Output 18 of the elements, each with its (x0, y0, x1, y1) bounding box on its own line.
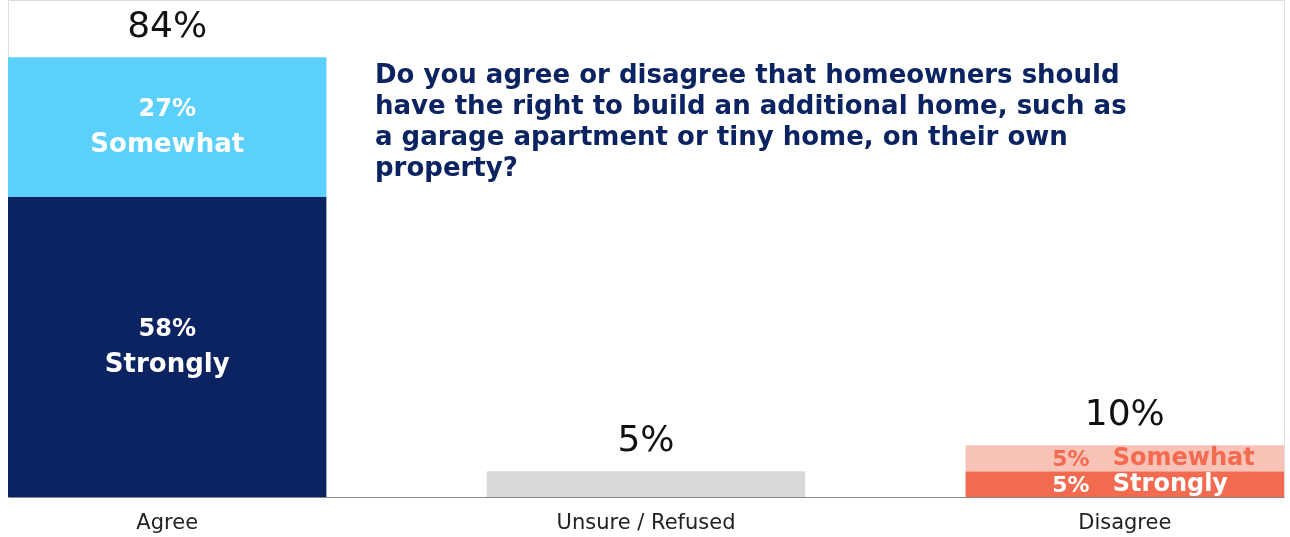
total-label: 10% (1084, 392, 1165, 434)
data-label: 5% (1052, 472, 1090, 498)
text: Somewhat (90, 128, 245, 159)
x-tick-label: Disagree (1078, 509, 1172, 534)
total-label: 5% (617, 418, 675, 460)
bar (8, 196, 327, 497)
x-tick-label: Unsure / Refused (556, 509, 736, 534)
total-label: 84% (127, 4, 208, 46)
bar (486, 471, 806, 497)
data-label: 58% (138, 313, 196, 342)
text: Strongly (104, 347, 230, 378)
series-label: Strongly (1112, 469, 1229, 498)
x-tick-label: Agree (136, 509, 199, 534)
data-label: 5% (1052, 446, 1090, 472)
bar (8, 57, 327, 197)
text: Do you agree or disagree that homeowners should have the right to build an additional home, such as a garage apartment or tiny home, on their own property? (375, 59, 1127, 182)
series-label: Somewhat (1112, 443, 1255, 472)
data-label: 27% (138, 94, 196, 123)
